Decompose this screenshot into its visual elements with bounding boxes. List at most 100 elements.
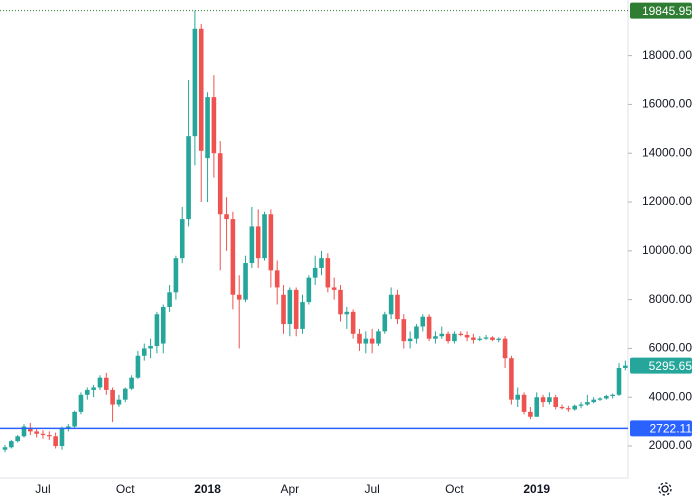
price-label-bg <box>630 420 692 437</box>
candle-body <box>154 314 160 346</box>
candle-body <box>192 28 198 137</box>
candle-body <box>464 335 470 338</box>
candle-body <box>262 214 267 259</box>
candle-body <box>515 394 521 400</box>
candle-body <box>616 367 622 395</box>
candle-body <box>566 408 571 410</box>
candle-body <box>401 319 407 342</box>
candle-body <box>243 263 248 300</box>
candle-body <box>414 326 419 339</box>
candle-body <box>179 219 185 259</box>
x-tick-label: Jul <box>364 482 379 496</box>
candle-body <box>350 311 356 334</box>
x-tick-label: Oct <box>116 482 135 496</box>
candle-body <box>211 97 217 154</box>
candle-body <box>167 292 172 307</box>
candle-body <box>331 287 337 290</box>
candle-body <box>382 314 388 332</box>
candle-body <box>217 153 223 215</box>
candle-body <box>344 311 350 315</box>
last-price-bg <box>630 357 692 374</box>
candle-body <box>578 404 584 406</box>
y-tick-label: 4000.00 <box>649 389 693 403</box>
candle-body <box>490 337 495 340</box>
candle-body <box>604 396 609 399</box>
y-tick-label: 16000.00 <box>642 97 692 111</box>
candle-body <box>502 338 508 359</box>
candle-body <box>224 214 229 220</box>
candle-body <box>2 447 8 450</box>
candle-body <box>84 389 90 395</box>
candle-body <box>9 441 14 448</box>
y-tick-label: 14000.00 <box>642 145 692 159</box>
candle-body <box>281 294 286 325</box>
candle-body <box>173 258 179 293</box>
candle-body <box>274 270 280 288</box>
candle-body <box>610 394 615 397</box>
candle-body <box>357 333 362 344</box>
candle-body <box>129 377 134 389</box>
candle-body <box>623 365 628 368</box>
candle-body <box>255 226 261 259</box>
last-price-label: 5295.65 <box>649 359 693 373</box>
candle-body <box>160 306 166 344</box>
candle-body <box>116 399 122 405</box>
candle-body <box>91 387 96 390</box>
candle-body <box>483 337 489 339</box>
candle-body <box>148 345 153 349</box>
candle-body <box>135 355 141 378</box>
candle-body <box>395 294 400 320</box>
x-tick-label: 2019 <box>523 482 550 496</box>
candle-body <box>591 399 596 403</box>
candle-body <box>59 428 65 447</box>
candle-body <box>34 431 39 434</box>
candle-body <box>97 377 103 388</box>
candle-body <box>363 338 369 344</box>
y-tick-label: 2000.00 <box>649 438 693 452</box>
candle-body <box>236 294 242 300</box>
candle-body <box>572 405 577 410</box>
price-label-bg <box>630 2 692 19</box>
candle-body <box>338 289 343 315</box>
candle-body <box>471 337 476 340</box>
candle-body <box>509 358 514 400</box>
settings-icon[interactable] <box>658 482 672 496</box>
candle-body <box>433 336 438 339</box>
candle-body <box>458 333 464 336</box>
candle-body <box>110 389 115 405</box>
candle-body <box>15 436 20 442</box>
candle-body <box>452 333 457 342</box>
candle-body <box>325 258 331 288</box>
candle-body <box>553 397 559 407</box>
candle-body <box>103 377 109 390</box>
candle-body <box>388 294 394 315</box>
candle-body <box>53 436 58 447</box>
y-tick-label: 6000.00 <box>649 341 693 355</box>
candle-body <box>445 333 451 342</box>
candle-body <box>198 28 204 151</box>
candle-body <box>312 267 318 278</box>
candle-body <box>205 97 210 159</box>
candle-body <box>528 411 533 417</box>
x-tick-label: 2018 <box>194 482 221 496</box>
candle-body <box>21 426 27 437</box>
candle-body <box>186 136 191 220</box>
x-tick-label: Jul <box>35 482 50 496</box>
candle-body <box>300 302 305 329</box>
candle-body <box>319 258 324 268</box>
candle-body <box>585 402 590 405</box>
candle-body <box>249 226 255 264</box>
price-label: 19845.95 <box>642 4 692 18</box>
y-tick-label: 12000.00 <box>642 194 692 208</box>
candle-body <box>293 289 299 329</box>
candle-body <box>122 388 128 400</box>
candle-body <box>287 289 293 325</box>
candle-body <box>268 214 274 271</box>
y-tick-label: 10000.00 <box>642 243 692 257</box>
candle-body <box>439 333 445 337</box>
candle-body <box>78 394 84 412</box>
y-tick-label: 8000.00 <box>649 292 693 306</box>
candle-body <box>521 394 527 412</box>
candle-body <box>28 427 33 432</box>
